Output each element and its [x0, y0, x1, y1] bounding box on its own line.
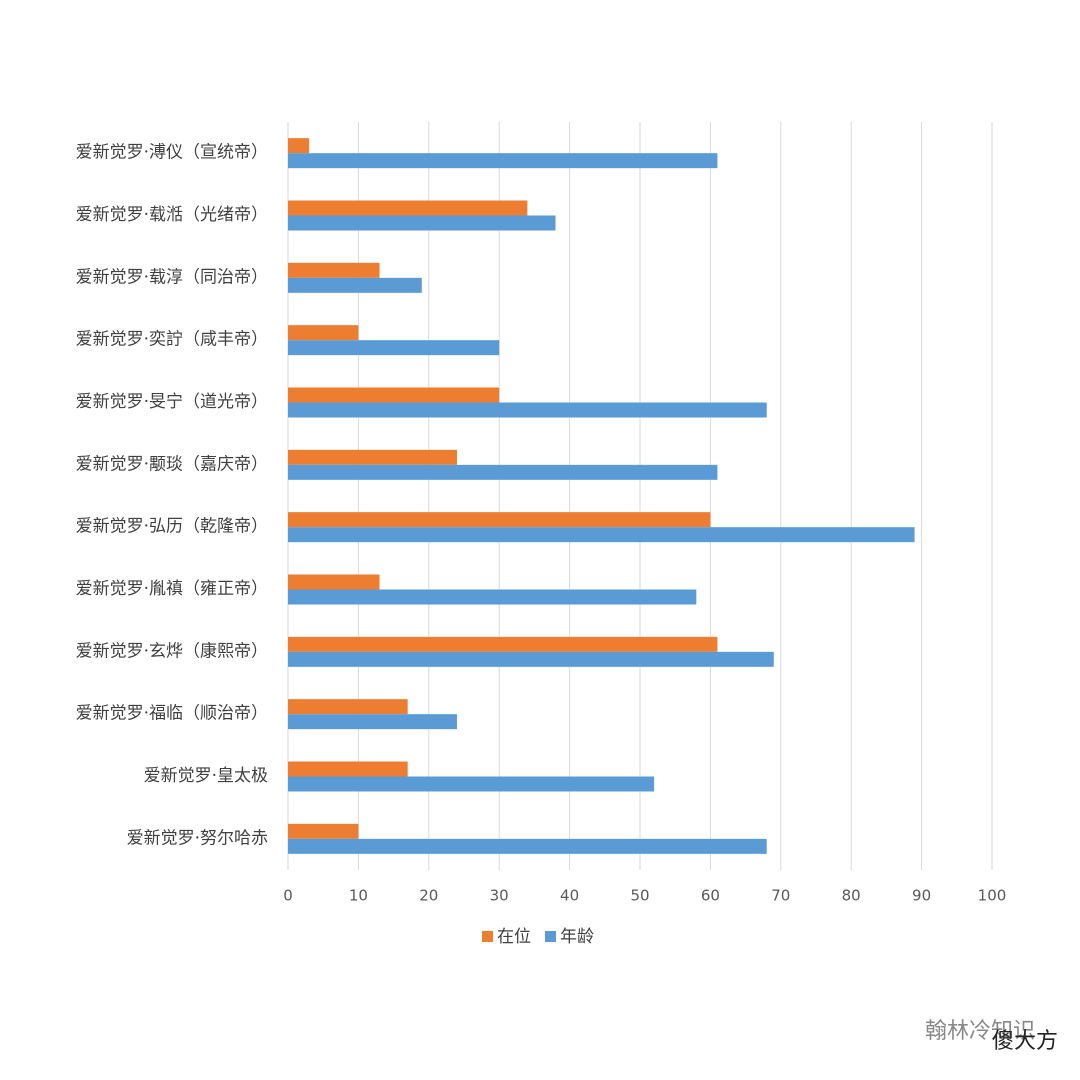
y-tick-label: 爱新觉罗·玄烨（康熙帝）	[76, 641, 268, 661]
x-tick-label: 30	[490, 887, 509, 905]
x-tick-label: 60	[701, 887, 720, 905]
watermark-account: 翰林冷知识	[925, 1019, 1035, 1044]
y-tick-label: 爱新觉罗·溥仪（宣统帝）	[76, 143, 268, 163]
bar	[288, 838, 767, 854]
legend-label: 年龄	[560, 927, 594, 947]
y-tick-label: 爱新觉罗·努尔哈赤	[127, 828, 268, 848]
bar	[288, 464, 718, 480]
y-tick-label: 爱新觉罗·胤禛（雍正帝）	[76, 579, 268, 599]
bar	[288, 776, 655, 792]
bar	[288, 636, 718, 652]
y-tick-label: 爱新觉罗·载湉（光绪帝）	[76, 205, 268, 225]
x-tick-label: 80	[842, 887, 861, 905]
bar	[288, 823, 359, 839]
y-tick-label: 爱新觉罗·旻宁（道光帝）	[76, 392, 268, 412]
bar	[288, 387, 500, 403]
x-tick-label: 100	[978, 887, 1007, 905]
bar	[288, 138, 310, 154]
y-tick-label: 爱新觉罗·奕詝（咸丰帝）	[76, 330, 268, 350]
bar	[288, 340, 500, 356]
bar	[288, 714, 457, 730]
legend-label: 在位	[497, 927, 531, 947]
x-tick-label: 40	[560, 887, 579, 905]
x-tick-label: 10	[349, 887, 368, 905]
legend-swatch	[545, 931, 556, 942]
y-tick-label: 爱新觉罗·皇太极	[144, 766, 268, 786]
x-tick-label: 50	[630, 887, 649, 905]
bar	[288, 153, 718, 169]
y-tick-label: 爱新觉罗·载淳（同治帝）	[76, 267, 268, 287]
x-tick-label: 20	[419, 887, 438, 905]
x-tick-label: 70	[771, 887, 790, 905]
bar	[288, 761, 408, 777]
bar	[288, 215, 556, 231]
bar	[288, 262, 380, 278]
bar	[288, 449, 457, 465]
bar	[288, 512, 711, 528]
y-tick-label: 爱新觉罗·弘历（乾隆帝）	[76, 517, 268, 537]
y-tick-label: 爱新觉罗·颙琰（嘉庆帝）	[76, 454, 268, 474]
legend-swatch	[482, 931, 493, 942]
x-tick-label: 0	[283, 887, 293, 905]
y-tick-label: 爱新觉罗·福临（顺治帝）	[76, 704, 268, 724]
bar	[288, 651, 774, 667]
bar	[288, 200, 528, 216]
bar	[288, 325, 359, 341]
watermark-brand: 傻大方	[992, 1029, 1058, 1054]
bar	[288, 574, 380, 590]
bar	[288, 527, 915, 543]
bar	[288, 402, 767, 418]
bar	[288, 277, 422, 293]
bar	[288, 699, 408, 715]
bar	[288, 589, 697, 605]
x-tick-label: 90	[912, 887, 931, 905]
